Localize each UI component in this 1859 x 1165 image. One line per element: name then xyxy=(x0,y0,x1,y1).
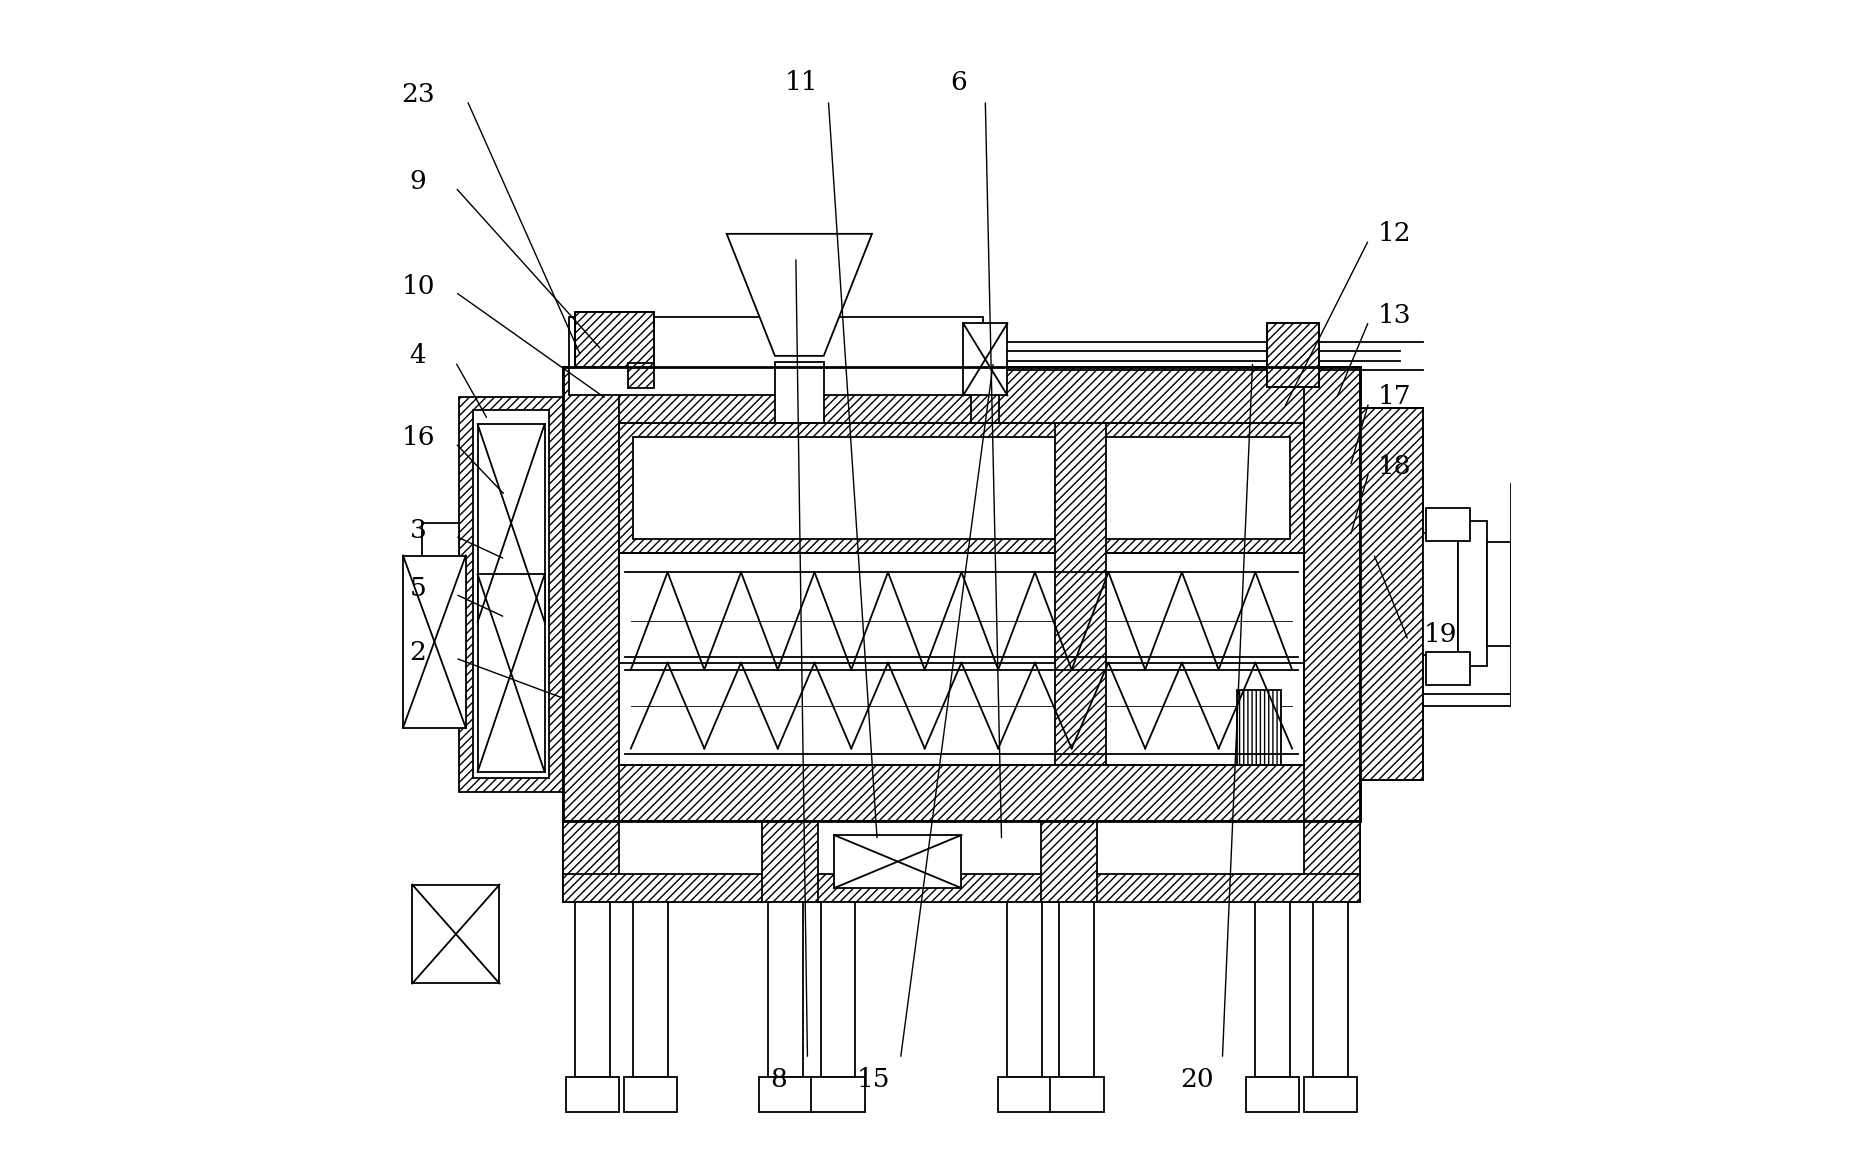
Text: 12: 12 xyxy=(1378,221,1411,246)
Bar xyxy=(963,324,1008,395)
Bar xyxy=(1457,521,1487,666)
Bar xyxy=(634,437,1290,539)
Text: 19: 19 xyxy=(1424,622,1457,648)
Text: 20: 20 xyxy=(1180,1067,1214,1093)
Bar xyxy=(1041,821,1097,903)
Bar xyxy=(762,821,818,903)
Text: 13: 13 xyxy=(1378,303,1411,327)
Bar xyxy=(775,361,824,423)
Bar xyxy=(574,903,610,1076)
Text: 18: 18 xyxy=(1378,454,1411,479)
Bar xyxy=(574,312,654,367)
Text: 4: 4 xyxy=(409,344,426,368)
Text: 2: 2 xyxy=(409,640,426,665)
Bar xyxy=(1008,903,1041,1076)
Bar xyxy=(811,1076,864,1111)
Text: 9: 9 xyxy=(409,169,426,195)
Bar xyxy=(563,821,619,903)
Bar xyxy=(1266,324,1318,387)
Bar xyxy=(619,423,1303,765)
Text: 15: 15 xyxy=(857,1067,890,1093)
Bar xyxy=(758,1076,812,1111)
Bar xyxy=(1060,903,1095,1076)
Bar xyxy=(1236,690,1281,765)
Bar xyxy=(1255,903,1290,1076)
Bar xyxy=(574,312,654,367)
Bar xyxy=(1050,1076,1104,1111)
Bar xyxy=(563,875,1359,903)
Bar xyxy=(569,317,983,395)
Bar xyxy=(1312,903,1348,1076)
Bar xyxy=(563,821,1359,903)
Bar xyxy=(998,1076,1050,1111)
Bar xyxy=(413,884,500,983)
Bar xyxy=(1426,652,1470,685)
Bar xyxy=(1511,483,1549,705)
Text: 6: 6 xyxy=(950,70,967,96)
Bar xyxy=(1424,532,1457,655)
Text: 10: 10 xyxy=(402,274,435,298)
Bar xyxy=(835,835,961,888)
Bar xyxy=(619,423,1303,765)
Bar xyxy=(403,556,467,728)
Bar xyxy=(1056,423,1106,765)
Bar xyxy=(1266,324,1318,387)
Text: 17: 17 xyxy=(1378,384,1411,409)
Bar xyxy=(634,903,667,1076)
Bar xyxy=(628,362,654,388)
Bar xyxy=(972,367,1000,423)
Polygon shape xyxy=(727,234,872,355)
Bar xyxy=(1426,508,1470,541)
Text: 11: 11 xyxy=(784,70,818,96)
Bar xyxy=(1487,542,1511,647)
Bar xyxy=(1303,1076,1357,1111)
Text: 3: 3 xyxy=(409,517,426,543)
Bar xyxy=(625,1076,677,1111)
Bar xyxy=(478,424,545,622)
Bar xyxy=(619,423,1303,553)
Bar xyxy=(565,1076,619,1111)
Text: 8: 8 xyxy=(770,1067,786,1093)
Bar xyxy=(768,903,803,1076)
Bar xyxy=(1359,408,1424,781)
Bar xyxy=(459,396,563,792)
Bar xyxy=(563,367,619,821)
Text: 5: 5 xyxy=(409,576,426,601)
Bar xyxy=(1303,821,1359,903)
Bar xyxy=(563,367,1359,821)
Bar xyxy=(422,523,459,673)
Bar xyxy=(478,574,545,772)
Bar xyxy=(1359,408,1424,781)
Text: 16: 16 xyxy=(402,425,435,450)
Bar xyxy=(1303,367,1359,821)
Bar xyxy=(1246,1076,1299,1111)
Bar xyxy=(563,367,1359,423)
Text: 23: 23 xyxy=(402,82,435,107)
Bar xyxy=(563,765,1359,821)
Bar xyxy=(563,367,1359,821)
Bar xyxy=(472,410,550,778)
Bar xyxy=(1549,504,1569,684)
Bar xyxy=(820,903,855,1076)
